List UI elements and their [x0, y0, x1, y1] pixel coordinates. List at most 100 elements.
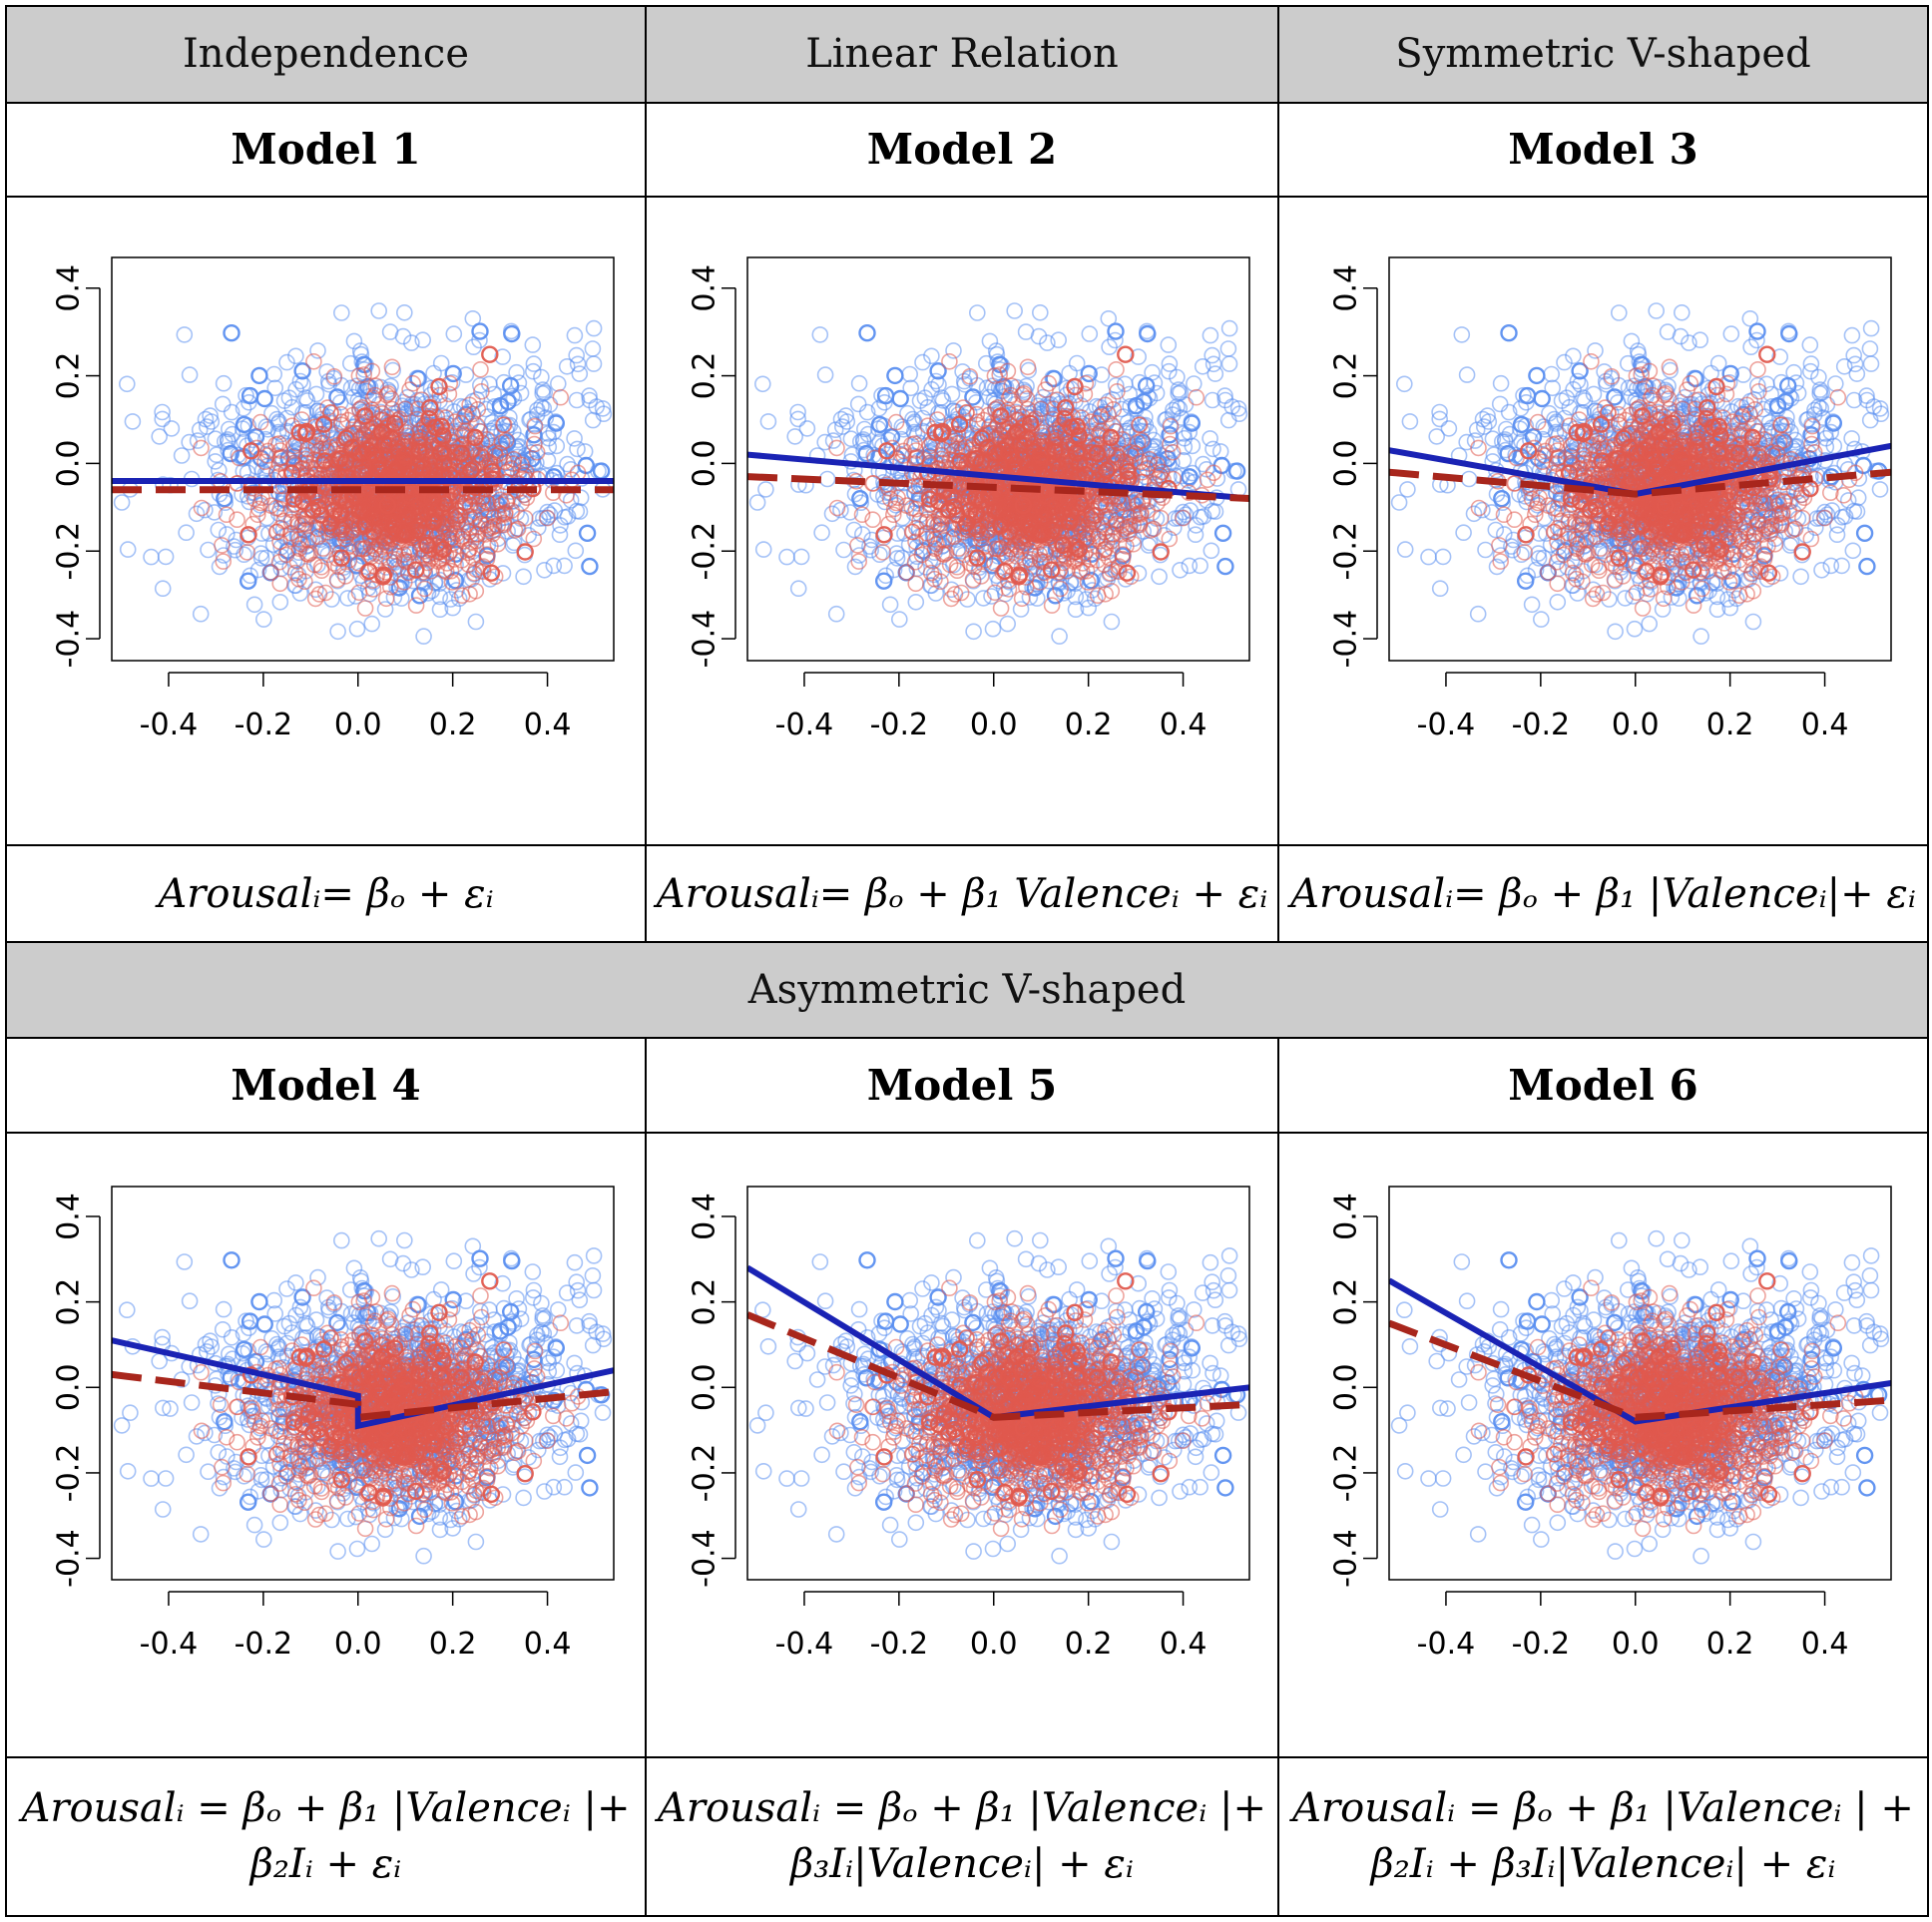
- model-1-title: Model 1: [5, 101, 647, 199]
- red-point: [325, 555, 342, 573]
- x-tick-label: -0.4: [139, 708, 198, 742]
- blue-point: [1219, 340, 1237, 358]
- blue-point: [346, 588, 364, 606]
- red-point: [312, 559, 329, 576]
- x-tick-label: 0.2: [428, 708, 476, 742]
- blue-point: [1195, 456, 1211, 473]
- red-point: [248, 506, 266, 524]
- blue-point: [241, 387, 258, 405]
- blue-point: [352, 346, 369, 363]
- blue-point: [1225, 463, 1242, 480]
- blue-point: [555, 557, 573, 575]
- red-point: [1032, 400, 1050, 418]
- blue-point: [1164, 406, 1182, 424]
- red-point: [247, 439, 265, 457]
- blue-point: [584, 412, 602, 429]
- red-point: [887, 414, 905, 431]
- blue-point: [813, 524, 830, 542]
- red-point: [218, 506, 235, 524]
- blue-point: [376, 601, 393, 619]
- red-point: [413, 564, 431, 581]
- blue-point: [943, 581, 960, 599]
- red-point: [379, 431, 397, 449]
- blue-point: [1130, 348, 1148, 366]
- blue-point: [988, 346, 1006, 363]
- blue-point: [1078, 591, 1095, 609]
- red-point: [1199, 471, 1216, 489]
- blue-point: [834, 418, 851, 436]
- red-point: [377, 386, 395, 404]
- red-point: [429, 426, 446, 444]
- red-point: [406, 561, 424, 580]
- blue-point: [547, 413, 564, 431]
- blue-point: [1151, 568, 1168, 586]
- red-point: [427, 502, 445, 520]
- blue-point: [443, 600, 461, 617]
- blue-point: [1187, 526, 1205, 544]
- red-point: [1076, 385, 1094, 403]
- red-point: [477, 517, 494, 534]
- red-point: [480, 345, 498, 364]
- red-point: [439, 545, 457, 562]
- blue-point: [118, 375, 136, 393]
- red-point: [277, 546, 294, 564]
- red-point: [528, 444, 546, 461]
- model-1-scatter-plot: -0.4 -0.2 0.0 0.2 0.4-0.4-0.20.00.20.4: [51, 256, 615, 742]
- red-point: [193, 499, 210, 517]
- blue-point: [832, 411, 850, 428]
- red-point: [494, 416, 512, 434]
- blue-point: [219, 433, 237, 451]
- red-point: [214, 553, 232, 571]
- red-point: [992, 600, 1010, 618]
- red-point: [920, 490, 939, 509]
- red-point: [270, 575, 288, 593]
- blue-point: [1207, 503, 1224, 521]
- blue-point: [871, 546, 888, 564]
- red-point: [474, 558, 492, 576]
- blue-point: [241, 567, 258, 585]
- blue-point: [196, 502, 214, 519]
- red-point: [1056, 410, 1074, 428]
- red-point: [974, 440, 992, 458]
- blue-point: [943, 385, 961, 403]
- blue-point: [786, 428, 803, 445]
- red-point: [364, 389, 382, 407]
- point-cloud: [748, 302, 1248, 646]
- blue-point: [298, 392, 315, 409]
- red-point: [486, 568, 504, 586]
- blue-point: [124, 413, 141, 430]
- blue-point: [901, 365, 919, 383]
- blue-point: [292, 362, 311, 380]
- blue-point: [888, 550, 906, 567]
- blue-point: [328, 623, 346, 641]
- plot-frame: [110, 256, 615, 662]
- blue-point: [789, 580, 807, 598]
- blue-point: [823, 505, 841, 523]
- y-tick-label: 0.2: [51, 352, 86, 400]
- blue-point: [1139, 387, 1157, 405]
- red-point: [362, 502, 379, 519]
- red-point: [329, 507, 346, 525]
- red-point: [1100, 549, 1118, 567]
- red-point: [369, 462, 387, 479]
- red-point: [331, 504, 349, 521]
- blue-point: [467, 613, 484, 631]
- red-point: [228, 511, 245, 529]
- red-point: [474, 495, 492, 512]
- red-point: [261, 564, 279, 582]
- red-point: [314, 415, 332, 434]
- red-point: [979, 521, 997, 539]
- red-point: [239, 526, 257, 544]
- red-point: [400, 381, 418, 399]
- blue-point: [525, 355, 542, 373]
- blue-point: [444, 325, 462, 343]
- blue-point: [1194, 358, 1211, 375]
- blue-point: [1031, 304, 1049, 321]
- red-point: [352, 399, 370, 416]
- red-point: [493, 496, 510, 514]
- red-point: [1105, 519, 1122, 536]
- red-point: [371, 548, 389, 566]
- red-point: [296, 516, 313, 533]
- red-point: [1109, 383, 1126, 400]
- red-point: [853, 506, 871, 524]
